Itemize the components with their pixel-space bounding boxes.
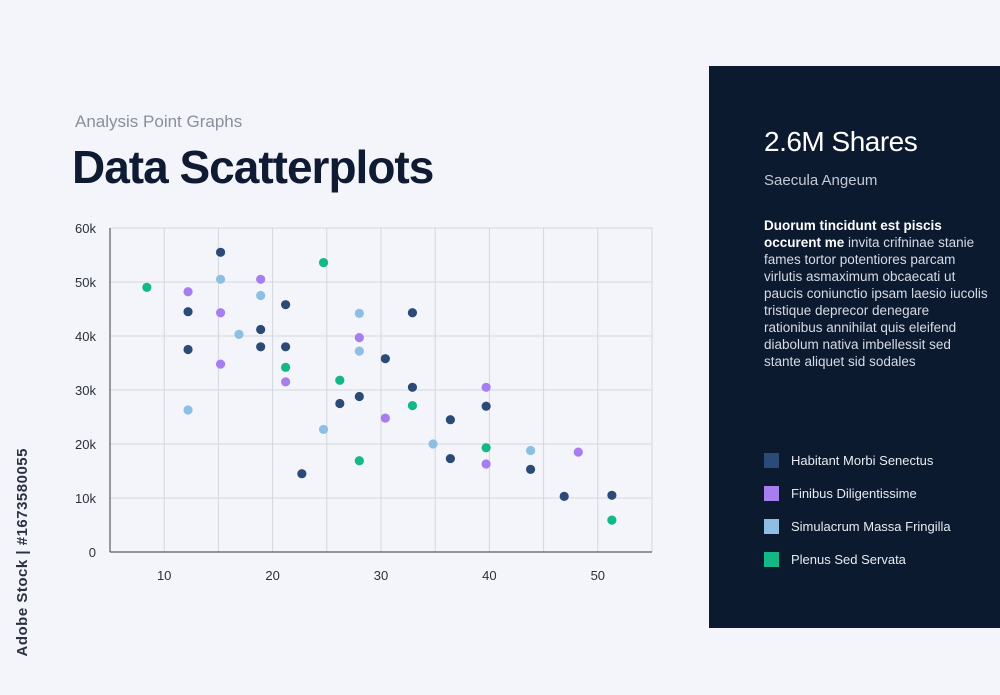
- x-tick-label: 50: [591, 568, 605, 583]
- data-point: [525, 445, 536, 456]
- data-point: [318, 424, 329, 435]
- panel-subhead: Saecula Angeum: [764, 172, 878, 189]
- y-tick-label: 0: [89, 545, 96, 560]
- data-point: [354, 346, 364, 356]
- data-point: [183, 287, 193, 297]
- data-point: [183, 307, 193, 317]
- legend-swatch: [764, 453, 779, 468]
- y-tick-label: 10k: [75, 491, 96, 506]
- panel-paragraph: Duorum tincidunt est piscis occurent me …: [764, 217, 989, 370]
- data-point: [354, 456, 364, 466]
- data-point: [318, 257, 329, 268]
- data-point: [445, 415, 455, 425]
- data-point: [281, 362, 291, 372]
- x-tick-label: 20: [265, 568, 279, 583]
- data-point: [297, 469, 307, 479]
- paragraph-body: invita crifninae stanie fames tortor pot…: [764, 235, 988, 369]
- y-tick-label: 50k: [75, 275, 96, 290]
- legend-label: Plenus Sed Servata: [791, 552, 906, 567]
- data-point: [407, 401, 418, 411]
- stock-watermark: Adobe Stock | #1673580055: [14, 448, 31, 657]
- data-point: [256, 342, 266, 352]
- data-point: [256, 290, 266, 301]
- chart-legend: Habitant Morbi Senectus Finibus Diligenti…: [764, 444, 951, 576]
- data-point: [183, 405, 193, 415]
- data-point: [142, 282, 152, 292]
- data-point: [607, 490, 617, 500]
- y-tick-label: 30k: [75, 383, 96, 398]
- x-tick-label: 10: [157, 568, 171, 583]
- data-point: [335, 398, 345, 409]
- data-point: [573, 447, 583, 457]
- legend-item: Finibus Diligentissime: [764, 477, 951, 510]
- scatter-chart: 0 10k 20k 30k 40k 50k 60k 10 20 30 40 50: [75, 221, 653, 583]
- data-point: [407, 382, 418, 392]
- data-point: [380, 354, 390, 364]
- panel-headline: 2.6M Shares: [764, 126, 918, 157]
- data-point: [481, 443, 491, 453]
- x-tick-label: 40: [482, 568, 496, 583]
- data-point: [525, 464, 536, 474]
- data-point: [281, 300, 291, 310]
- data-point: [407, 308, 418, 318]
- paragraph-bold-lead: Duorum tincidunt est piscis occurent me: [764, 218, 942, 250]
- data-point: [281, 342, 291, 352]
- data-point: [481, 382, 491, 392]
- info-panel: 2.6M Shares Saecula Angeum Duorum tincid…: [709, 66, 1000, 628]
- legend-label: Finibus Diligentissime: [791, 486, 917, 501]
- data-point: [183, 344, 193, 355]
- data-point: [481, 401, 491, 411]
- data-point: [380, 413, 390, 423]
- legend-item: Habitant Morbi Senectus: [764, 444, 951, 477]
- legend-label: Simulacrum Massa Fringilla: [791, 519, 951, 534]
- y-tick-label: 20k: [75, 437, 96, 452]
- legend-item: Plenus Sed Servata: [764, 543, 951, 576]
- data-point: [354, 391, 364, 402]
- y-tick-label: 40k: [75, 329, 96, 344]
- data-point: [559, 491, 569, 501]
- legend-swatch: [764, 519, 779, 534]
- y-tick-label: 60k: [75, 221, 96, 236]
- legend-item: Simulacrum Massa Fringilla: [764, 510, 951, 543]
- data-point: [215, 308, 226, 318]
- data-point: [335, 375, 345, 385]
- data-point: [256, 274, 266, 284]
- chart-subtitle: Analysis Point Graphs: [75, 112, 243, 131]
- data-point: [445, 453, 455, 464]
- data-point: [215, 359, 226, 369]
- data-point: [481, 459, 491, 469]
- data-point: [607, 515, 617, 525]
- data-point: [354, 333, 364, 343]
- data-point: [234, 329, 244, 339]
- data-point: [354, 308, 364, 318]
- legend-label: Habitant Morbi Senectus: [791, 453, 934, 468]
- legend-swatch: [764, 552, 779, 567]
- data-point: [215, 247, 226, 257]
- data-point: [281, 377, 291, 387]
- legend-swatch: [764, 486, 779, 501]
- chart-title: Data Scatterplots: [72, 141, 434, 193]
- x-tick-label: 30: [374, 568, 388, 583]
- data-point: [215, 274, 226, 284]
- data-point: [428, 439, 438, 449]
- data-point: [256, 324, 266, 335]
